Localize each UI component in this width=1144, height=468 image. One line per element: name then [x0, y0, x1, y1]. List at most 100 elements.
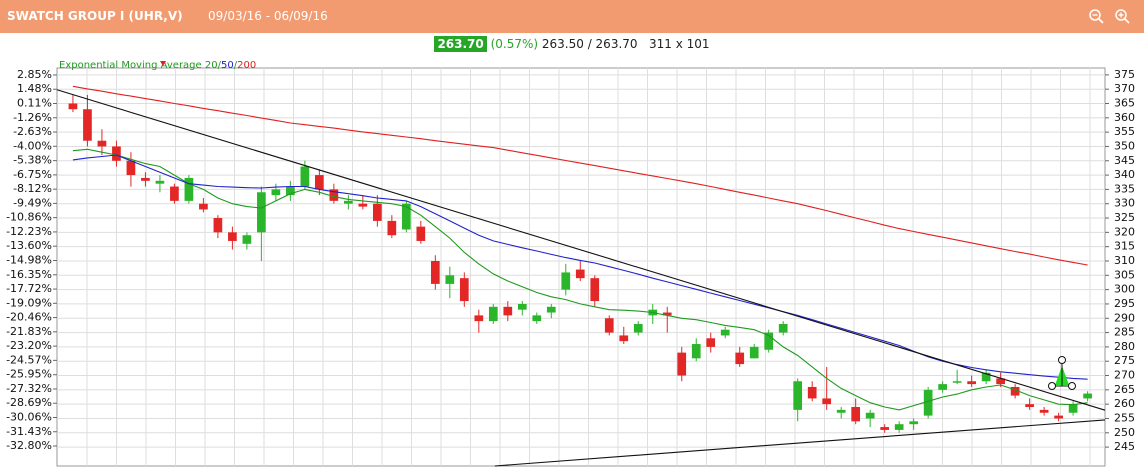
candle-body	[459, 278, 469, 302]
y-tick-label: 280	[1114, 340, 1135, 353]
candle-body	[329, 189, 339, 201]
candle-body	[967, 381, 976, 385]
y2-tick-label: -14.98%	[6, 254, 52, 267]
legend: Exponential Moving Average 20/50/200	[59, 60, 256, 71]
candle-body	[952, 381, 962, 383]
y2-tick-label: -31.43%	[6, 425, 52, 438]
candle-body	[126, 160, 136, 176]
y-tick-label: 335	[1114, 182, 1135, 195]
candle-body	[561, 272, 571, 290]
candle-body	[430, 260, 440, 284]
y2-tick-label: -2.63%	[13, 125, 52, 138]
candle-body	[735, 352, 745, 365]
trendline	[56, 89, 1106, 411]
candle-body	[83, 109, 92, 141]
legend-item: 50	[221, 60, 234, 71]
candle-body	[532, 315, 542, 322]
y2-tick-label: -23.20%	[6, 339, 52, 352]
y2-tick-label: -16.35%	[6, 268, 52, 281]
candle-body	[242, 235, 252, 244]
candle-body	[764, 332, 774, 350]
ema-line	[72, 148, 1088, 411]
zoom-icons[interactable]	[1088, 8, 1134, 26]
legend-item: /	[218, 60, 222, 71]
candle-body	[1054, 415, 1063, 419]
y2-tick-label: -13.60%	[6, 239, 52, 252]
candle-body	[633, 323, 643, 333]
y2-tick-label: -5.38%	[13, 154, 52, 167]
candle-body	[387, 220, 397, 236]
y-tick-label: 375	[1114, 68, 1135, 81]
last-price: 263.70	[434, 36, 487, 52]
y-tick-label: 295	[1114, 297, 1135, 310]
candle-body	[358, 203, 368, 207]
candle-body	[822, 398, 832, 405]
instrument-title: SWATCH GROUP I (UHR,V)	[7, 9, 183, 23]
candle-body	[401, 203, 411, 230]
y2-tick-label: -8.12%	[13, 182, 52, 195]
candle-body	[1010, 386, 1020, 396]
y2-tick-label: -21.83%	[6, 325, 52, 338]
y-tick-label: 370	[1114, 82, 1135, 95]
y-tick-label: 320	[1114, 225, 1135, 238]
y2-tick-label: -27.32%	[6, 382, 52, 395]
y2-tick-label: -1.26%	[13, 111, 52, 124]
y2-tick-label: -30.06%	[6, 410, 52, 423]
candle-body	[575, 269, 585, 279]
legend-item: /	[234, 60, 238, 71]
candle-body	[981, 372, 991, 382]
candle-body	[271, 189, 281, 196]
candle-body	[372, 203, 382, 221]
candle-body	[184, 177, 194, 201]
y-tick-label: 290	[1114, 311, 1135, 324]
candle-body	[604, 318, 614, 333]
candle-body	[228, 232, 237, 241]
y-tick-label: 360	[1114, 111, 1135, 124]
y2-tick-label: -24.57%	[6, 353, 52, 366]
y2-tick-label: -28.69%	[6, 396, 52, 409]
y2-tick-label: -19.09%	[6, 296, 52, 309]
candle-body	[865, 412, 875, 419]
y-tick-label: 305	[1114, 268, 1135, 281]
ema-line	[72, 85, 1088, 266]
annotation-handle	[1058, 356, 1066, 364]
candle-body	[416, 226, 426, 241]
candle-body	[749, 346, 759, 359]
y2-tick-label: -20.46%	[6, 311, 52, 324]
y2-tick-label: -4.00%	[13, 139, 52, 152]
y2-tick-label: -9.49%	[13, 196, 52, 209]
candle-body	[300, 166, 310, 187]
y-tick-label: 300	[1114, 283, 1135, 296]
legend-marker	[160, 61, 166, 66]
candle-body	[1068, 404, 1078, 413]
y2-tick-label: -25.95%	[6, 368, 52, 381]
candle-body	[474, 315, 484, 322]
y-tick-label: 325	[1114, 211, 1135, 224]
candle-body	[590, 278, 600, 302]
candle-body	[938, 384, 948, 390]
candle-body	[141, 177, 150, 181]
candle-body	[68, 103, 78, 110]
y2-tick-label: 2.85%	[17, 68, 52, 81]
candle-body	[112, 146, 121, 161]
candle-body	[1083, 393, 1092, 399]
candle-body	[923, 389, 933, 416]
quote-line: 263.70 (0.57%) 263.50 / 263.70 311 x 101	[0, 36, 1144, 52]
candle-body	[836, 409, 846, 413]
plot-area	[56, 67, 1106, 467]
candle-body	[315, 175, 324, 190]
y-tick-label: 245	[1114, 440, 1135, 453]
y-tick-label: 285	[1114, 326, 1135, 339]
y2-tick-label: -10.86%	[6, 211, 52, 224]
candle-body	[706, 338, 716, 347]
y2-tick-label: -17.72%	[6, 282, 52, 295]
size: 311 x 101	[649, 37, 710, 51]
candle-body	[286, 186, 295, 196]
candle-body	[996, 378, 1005, 385]
y2-tick-label: 1.48%	[17, 82, 52, 95]
title-bar: SWATCH GROUP I (UHR,V) 09/03/16 - 06/09/…	[0, 0, 1144, 33]
candle-body	[199, 203, 208, 210]
y2-tick-label: -6.75%	[13, 168, 52, 181]
candle-body	[880, 427, 890, 430]
